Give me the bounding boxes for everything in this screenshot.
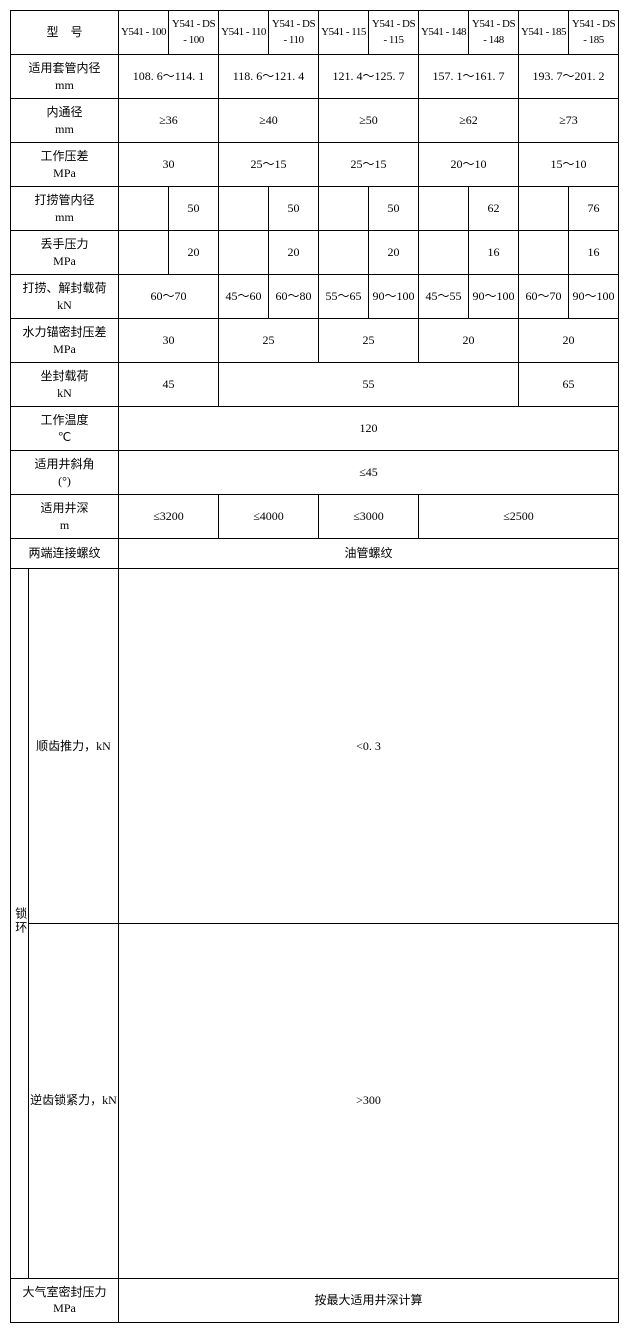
cell: 20 [519, 319, 619, 363]
cell: <0. 3 [119, 569, 619, 924]
cell: 30 [119, 143, 219, 187]
col-5: Y541 - DS - 115 [369, 11, 419, 55]
col-3: Y541 - DS - 110 [269, 11, 319, 55]
cell [219, 187, 269, 231]
lock-group-label: 锁环 [11, 569, 29, 1279]
cell: ≤2500 [419, 495, 619, 539]
row-anchor-dp-label: 水力锚密封压差MPa [11, 319, 119, 363]
cell [419, 187, 469, 231]
cell [119, 231, 169, 275]
cell: 50 [169, 187, 219, 231]
cell: ≥40 [219, 99, 319, 143]
cell: 20 [269, 231, 319, 275]
cell: 15～10 [519, 143, 619, 187]
cell: ≥73 [519, 99, 619, 143]
cell: ≤4000 [219, 495, 319, 539]
cell [519, 187, 569, 231]
col-4: Y541 - 115 [319, 11, 369, 55]
cell: 25～15 [319, 143, 419, 187]
cell: 55 [219, 363, 519, 407]
cell: 120 [119, 407, 619, 451]
col-2: Y541 - 110 [219, 11, 269, 55]
cell: >300 [119, 923, 619, 1278]
row-thread-label: 两端连接螺纹 [11, 539, 119, 569]
row-incl-label: 适用井斜角(°) [11, 451, 119, 495]
cell: 45～60 [219, 275, 269, 319]
header-model: 型 号 [11, 11, 119, 55]
col-7: Y541 - DS - 148 [469, 11, 519, 55]
cell: 45～55 [419, 275, 469, 319]
row-fwd-thrust-label: 顺齿推力，kN [29, 569, 119, 924]
col-8: Y541 - 185 [519, 11, 569, 55]
cell: 按最大适用井深计算 [119, 1278, 619, 1322]
row-fishing-id-label: 打捞管内径mm [11, 187, 119, 231]
cell: 108. 6～114. 1 [119, 55, 219, 99]
col-9: Y541 - DS - 185 [569, 11, 619, 55]
cell: 60～80 [269, 275, 319, 319]
row-fish-load-label: 打捞、解封载荷kN [11, 275, 119, 319]
cell: 16 [469, 231, 519, 275]
cell: 20 [419, 319, 519, 363]
cell: 90～100 [369, 275, 419, 319]
cell [419, 231, 469, 275]
cell: 25 [319, 319, 419, 363]
cell: 90～100 [569, 275, 619, 319]
cell: 20～10 [419, 143, 519, 187]
row-work-dp-label: 工作压差MPa [11, 143, 119, 187]
row-temp-label: 工作温度℃ [11, 407, 119, 451]
cell: 60～70 [119, 275, 219, 319]
row-drop-press-label: 丢手压力MPa [11, 231, 119, 275]
cell: 50 [269, 187, 319, 231]
cell [119, 187, 169, 231]
cell: 65 [519, 363, 619, 407]
cell: 25～15 [219, 143, 319, 187]
cell [319, 187, 369, 231]
cell [319, 231, 369, 275]
cell: 62 [469, 187, 519, 231]
cell: ≥62 [419, 99, 519, 143]
cell: 60～70 [519, 275, 569, 319]
cell [519, 231, 569, 275]
col-1: Y541 - DS - 100 [169, 11, 219, 55]
cell: 50 [369, 187, 419, 231]
row-bore-label: 内通径mm [11, 99, 119, 143]
row-set-load-label: 坐封载荷kN [11, 363, 119, 407]
cell: 55～65 [319, 275, 369, 319]
col-0: Y541 - 100 [119, 11, 169, 55]
cell: 25 [219, 319, 319, 363]
cell: ≤3200 [119, 495, 219, 539]
row-rev-lock-label: 逆齿锁紧力，kN [29, 923, 119, 1278]
cell: 油管螺纹 [119, 539, 619, 569]
cell: 76 [569, 187, 619, 231]
row-depth-label: 适用井深m [11, 495, 119, 539]
cell: 193. 7～201. 2 [519, 55, 619, 99]
col-6: Y541 - 148 [419, 11, 469, 55]
cell: ≥36 [119, 99, 219, 143]
cell: 118. 6～121. 4 [219, 55, 319, 99]
cell: ≥50 [319, 99, 419, 143]
cell: 157. 1～161. 7 [419, 55, 519, 99]
cell: 30 [119, 319, 219, 363]
row-casing-id-label: 适用套管内径mm [11, 55, 119, 99]
cell: 16 [569, 231, 619, 275]
spec-table: 型 号 Y541 - 100 Y541 - DS - 100 Y541 - 11… [10, 10, 619, 1323]
cell: 121. 4～125. 7 [319, 55, 419, 99]
cell: ≤45 [119, 451, 619, 495]
cell: 45 [119, 363, 219, 407]
cell: 20 [369, 231, 419, 275]
cell [219, 231, 269, 275]
row-gas-seal-label: 大气室密封压力MPa [11, 1278, 119, 1322]
cell: 90～100 [469, 275, 519, 319]
cell: ≤3000 [319, 495, 419, 539]
cell: 20 [169, 231, 219, 275]
